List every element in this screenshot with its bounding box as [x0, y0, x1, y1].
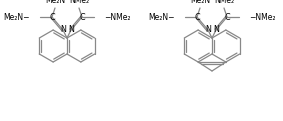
Text: N: N: [213, 26, 219, 34]
Text: Me₂N: Me₂N: [45, 0, 65, 5]
Text: N: N: [60, 26, 66, 34]
Text: NMe₂: NMe₂: [214, 0, 234, 5]
Text: N: N: [68, 26, 74, 34]
Text: C: C: [79, 12, 85, 22]
Text: Me₂N: Me₂N: [190, 0, 210, 5]
Text: C: C: [194, 12, 200, 22]
Text: −NMe₂: −NMe₂: [249, 12, 275, 22]
Text: C: C: [224, 12, 230, 22]
Text: −NMe₂: −NMe₂: [104, 12, 130, 22]
Text: Me₂N−: Me₂N−: [149, 12, 175, 22]
Text: N: N: [205, 26, 211, 34]
Text: C: C: [49, 12, 55, 22]
Text: NMe₂: NMe₂: [69, 0, 89, 5]
Text: Me₂N−: Me₂N−: [3, 12, 30, 22]
